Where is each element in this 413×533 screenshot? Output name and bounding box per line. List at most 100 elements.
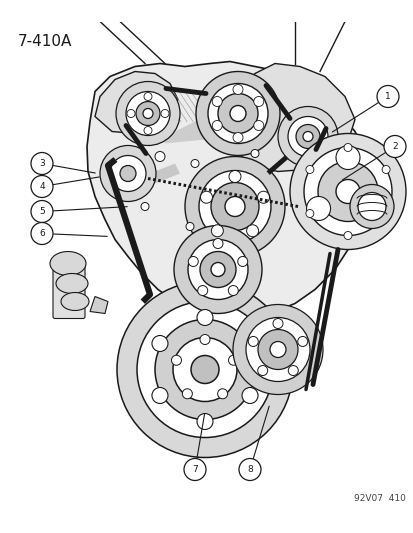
Circle shape xyxy=(242,387,257,403)
Circle shape xyxy=(126,92,170,135)
Circle shape xyxy=(381,166,389,174)
Circle shape xyxy=(242,335,257,351)
Circle shape xyxy=(245,318,309,382)
Circle shape xyxy=(228,286,238,295)
Circle shape xyxy=(335,146,359,169)
Circle shape xyxy=(381,209,389,217)
Polygon shape xyxy=(230,63,354,172)
Circle shape xyxy=(211,182,259,230)
Circle shape xyxy=(154,319,254,419)
Circle shape xyxy=(295,125,319,149)
Text: 1: 1 xyxy=(384,92,390,101)
Circle shape xyxy=(365,197,389,221)
Text: 92V07  410: 92V07 410 xyxy=(353,495,405,504)
FancyBboxPatch shape xyxy=(53,260,85,319)
Circle shape xyxy=(207,84,267,143)
Circle shape xyxy=(305,209,313,217)
Circle shape xyxy=(383,135,405,157)
Circle shape xyxy=(183,458,206,481)
Circle shape xyxy=(233,133,242,142)
Circle shape xyxy=(297,336,307,346)
Circle shape xyxy=(217,389,227,399)
Circle shape xyxy=(302,132,312,141)
Circle shape xyxy=(152,335,168,351)
Text: 4: 4 xyxy=(39,182,45,191)
Circle shape xyxy=(233,85,242,94)
Circle shape xyxy=(185,157,284,256)
Circle shape xyxy=(197,286,207,295)
Circle shape xyxy=(289,133,405,249)
Circle shape xyxy=(257,191,269,203)
Text: 2: 2 xyxy=(391,142,397,151)
Text: 7: 7 xyxy=(192,465,197,474)
Circle shape xyxy=(212,120,222,131)
Circle shape xyxy=(211,225,223,237)
Ellipse shape xyxy=(50,252,86,276)
Circle shape xyxy=(188,239,247,300)
Circle shape xyxy=(31,152,53,174)
Circle shape xyxy=(161,109,169,117)
Circle shape xyxy=(237,256,247,266)
Circle shape xyxy=(137,302,272,438)
Circle shape xyxy=(197,310,212,326)
Circle shape xyxy=(272,319,282,328)
Circle shape xyxy=(197,414,212,430)
Circle shape xyxy=(248,336,258,346)
Circle shape xyxy=(136,101,159,125)
Circle shape xyxy=(200,191,212,203)
Text: 7-410A: 7-410A xyxy=(18,34,72,49)
Circle shape xyxy=(306,197,330,221)
Circle shape xyxy=(376,85,398,108)
Circle shape xyxy=(317,161,377,222)
Text: 6: 6 xyxy=(39,229,45,238)
Circle shape xyxy=(269,342,285,358)
Polygon shape xyxy=(90,296,108,313)
Circle shape xyxy=(287,366,297,376)
Circle shape xyxy=(182,389,192,399)
Polygon shape xyxy=(87,61,369,319)
Circle shape xyxy=(230,106,245,122)
Circle shape xyxy=(152,387,168,403)
Polygon shape xyxy=(130,164,180,191)
Circle shape xyxy=(253,96,263,107)
Circle shape xyxy=(335,180,359,204)
Circle shape xyxy=(250,149,259,157)
Circle shape xyxy=(100,146,156,201)
Ellipse shape xyxy=(61,293,89,311)
Circle shape xyxy=(185,222,194,230)
Text: 3: 3 xyxy=(39,159,45,168)
Circle shape xyxy=(224,197,244,216)
Circle shape xyxy=(199,335,209,344)
Circle shape xyxy=(238,458,260,481)
Circle shape xyxy=(154,151,165,161)
Circle shape xyxy=(127,109,135,117)
Circle shape xyxy=(343,231,351,239)
Circle shape xyxy=(349,184,393,229)
Circle shape xyxy=(173,337,236,401)
Polygon shape xyxy=(95,71,178,133)
Circle shape xyxy=(190,356,218,384)
Circle shape xyxy=(212,96,222,107)
Circle shape xyxy=(144,126,152,134)
Circle shape xyxy=(257,366,267,376)
Circle shape xyxy=(253,120,263,131)
Circle shape xyxy=(173,225,261,313)
Circle shape xyxy=(120,166,136,182)
Circle shape xyxy=(110,156,146,191)
Circle shape xyxy=(257,329,297,369)
Circle shape xyxy=(277,107,337,166)
Circle shape xyxy=(212,238,223,248)
Circle shape xyxy=(31,175,53,198)
Circle shape xyxy=(211,262,224,277)
Circle shape xyxy=(287,117,327,157)
Circle shape xyxy=(171,355,181,365)
Ellipse shape xyxy=(56,273,88,294)
Circle shape xyxy=(31,200,53,222)
Polygon shape xyxy=(165,117,249,143)
Circle shape xyxy=(228,171,240,182)
Circle shape xyxy=(218,93,257,133)
Circle shape xyxy=(31,222,53,245)
Circle shape xyxy=(199,171,271,243)
Circle shape xyxy=(144,93,152,101)
Circle shape xyxy=(357,192,385,221)
